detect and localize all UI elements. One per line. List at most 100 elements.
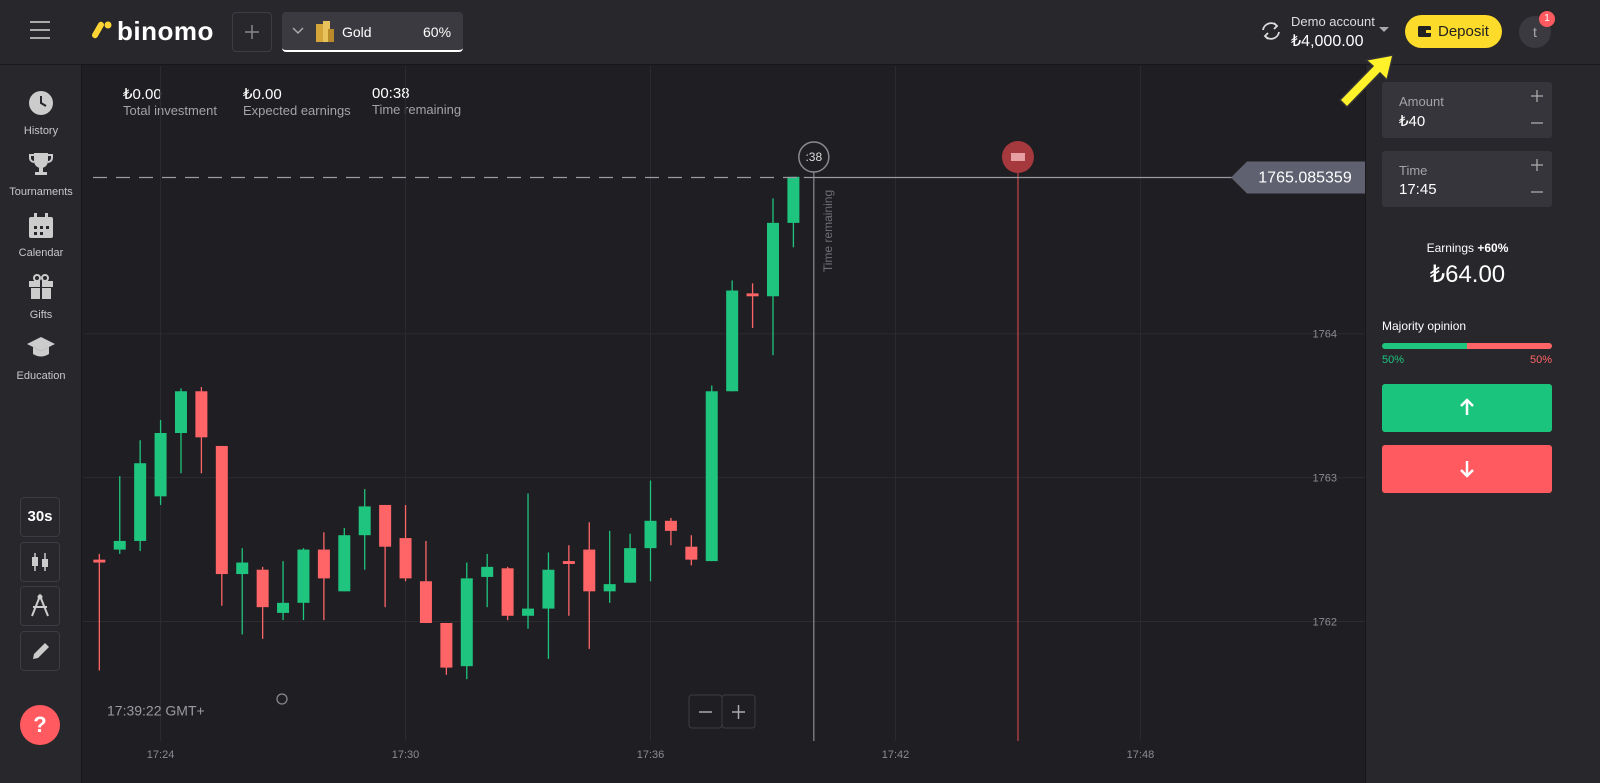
earnings-label: Earnings	[1426, 241, 1474, 255]
header: binomo Gold 60% Demo account ₺4,000.00 D…	[0, 0, 1600, 65]
candle-body	[195, 391, 208, 438]
deposit-label: Deposit	[1438, 23, 1489, 40]
candle-body	[787, 176, 800, 223]
amount-label: Amount	[1399, 94, 1444, 109]
nav-item[interactable]: Calendar	[18, 247, 64, 259]
stat: ₺0.00 Total investment	[123, 85, 217, 118]
candle-body	[113, 540, 126, 550]
candle-body	[766, 222, 779, 297]
nav-item[interactable]: Tournaments	[9, 186, 73, 198]
candle-body	[522, 608, 535, 616]
nav-item[interactable]: Education	[16, 370, 66, 382]
candle-body	[93, 559, 106, 563]
stat-value: ₺0.00	[243, 86, 282, 103]
account-type[interactable]: Demo account	[1291, 14, 1375, 29]
calendar-icon	[29, 213, 53, 238]
time-label: Time	[1399, 163, 1428, 178]
timeframe-button[interactable]: 30s	[20, 497, 60, 537]
candle-body	[419, 581, 432, 623]
candle-body	[134, 463, 147, 541]
earnings-rate: +60%	[1477, 241, 1509, 255]
x-tick-label: 17:30	[392, 749, 420, 761]
amount-input[interactable]: Amount ₺40	[1382, 82, 1552, 138]
candle-body	[583, 549, 596, 592]
indicators-button[interactable]	[20, 586, 60, 626]
x-tick-label: 17:36	[637, 749, 665, 761]
menu-icon[interactable]	[30, 20, 52, 40]
candle-body	[460, 578, 473, 667]
candle-body	[481, 566, 494, 577]
add-asset-button[interactable]	[232, 12, 272, 52]
trade-panel: Amount ₺40 Time 17:45 Earnings +60% ₺64.…	[1365, 65, 1600, 783]
candle-body	[338, 535, 351, 592]
switch-account-icon[interactable]	[1259, 20, 1283, 42]
stat-value: ₺0.00	[123, 86, 162, 103]
stat-value: 00:38	[372, 85, 410, 102]
stat-label: Expected earnings	[243, 103, 351, 118]
asset-tab[interactable]: Gold 60%	[282, 12, 463, 52]
candle-body	[317, 549, 330, 579]
drawing-button[interactable]	[20, 631, 60, 671]
notification-badge: 1	[1539, 11, 1555, 27]
candle-body	[603, 584, 616, 592]
zoom-controls	[688, 694, 756, 729]
candle-body	[664, 520, 677, 531]
earnings-caption: Earnings +60%	[1366, 241, 1569, 255]
candle-body	[256, 569, 269, 608]
history-icon	[29, 91, 53, 115]
sidebar: History Tournaments Calendar Gifts Educa…	[0, 65, 82, 783]
y-tick-label: 1764	[1313, 329, 1337, 341]
candle-body	[358, 506, 371, 536]
candle-body	[726, 290, 739, 392]
majority-down: 50%	[1529, 354, 1552, 366]
candle-body	[562, 561, 575, 564]
candle-body	[236, 562, 249, 575]
account-dropdown[interactable]	[1378, 26, 1390, 34]
time-value: 17:45	[1399, 181, 1437, 198]
candle-body	[746, 293, 759, 297]
help-button[interactable]: ?	[20, 705, 60, 745]
candle-body	[542, 569, 555, 609]
candle-body	[440, 622, 453, 668]
stat: 00:38 Time remaining	[372, 85, 461, 117]
asset-name: Gold	[342, 24, 372, 40]
down-button[interactable]	[1382, 445, 1552, 493]
chart-type-button[interactable]	[20, 542, 60, 582]
candle-body	[685, 546, 698, 560]
y-tick-label: 1763	[1313, 473, 1337, 485]
candle-body	[277, 602, 290, 613]
amount-value: ₺40	[1399, 113, 1426, 130]
x-tick-label: 17:24	[147, 749, 175, 761]
timer-caption: Time remaining	[821, 190, 835, 272]
candle-body	[154, 433, 167, 497]
education-icon	[27, 337, 55, 357]
candle-body	[624, 548, 637, 583]
timer-circle	[798, 141, 830, 173]
nav-item[interactable]: History	[23, 125, 59, 137]
nav-item[interactable]: Gifts	[29, 309, 53, 321]
timer: :38	[805, 150, 822, 164]
expiry-flag	[1010, 153, 1025, 161]
price-tag-label: 1765.085359	[1258, 170, 1352, 187]
stat: ₺0.00 Expected earnings	[243, 85, 351, 118]
price-chart: 1762 1763 1764 17:24 17:30 17:36 17:42 17:48 176…	[83, 66, 1365, 761]
x-tick-label: 17:42	[882, 749, 910, 761]
clock: 17:39:22 GMT+	[107, 703, 205, 719]
logo[interactable]: binomo	[117, 16, 214, 46]
asset-payout: 60%	[423, 24, 452, 40]
stat-label: Time remaining	[372, 102, 462, 117]
tournaments-icon	[29, 153, 53, 175]
candle-body	[644, 520, 657, 549]
up-button[interactable]	[1382, 384, 1552, 432]
account-balance: ₺4,000.00	[1291, 33, 1364, 50]
earnings-value: ₺64.00	[1429, 261, 1506, 288]
y-tick-label: 1762	[1313, 616, 1337, 628]
candle-body	[705, 391, 718, 562]
deposit-button[interactable]: Deposit	[1405, 15, 1502, 48]
candle-body	[174, 391, 187, 434]
marker-icon	[276, 693, 288, 705]
annotation-arrow	[1338, 54, 1394, 109]
candle-body	[297, 549, 310, 603]
time-input[interactable]: Time 17:45	[1382, 151, 1552, 207]
majority-down-bar	[1467, 343, 1552, 349]
